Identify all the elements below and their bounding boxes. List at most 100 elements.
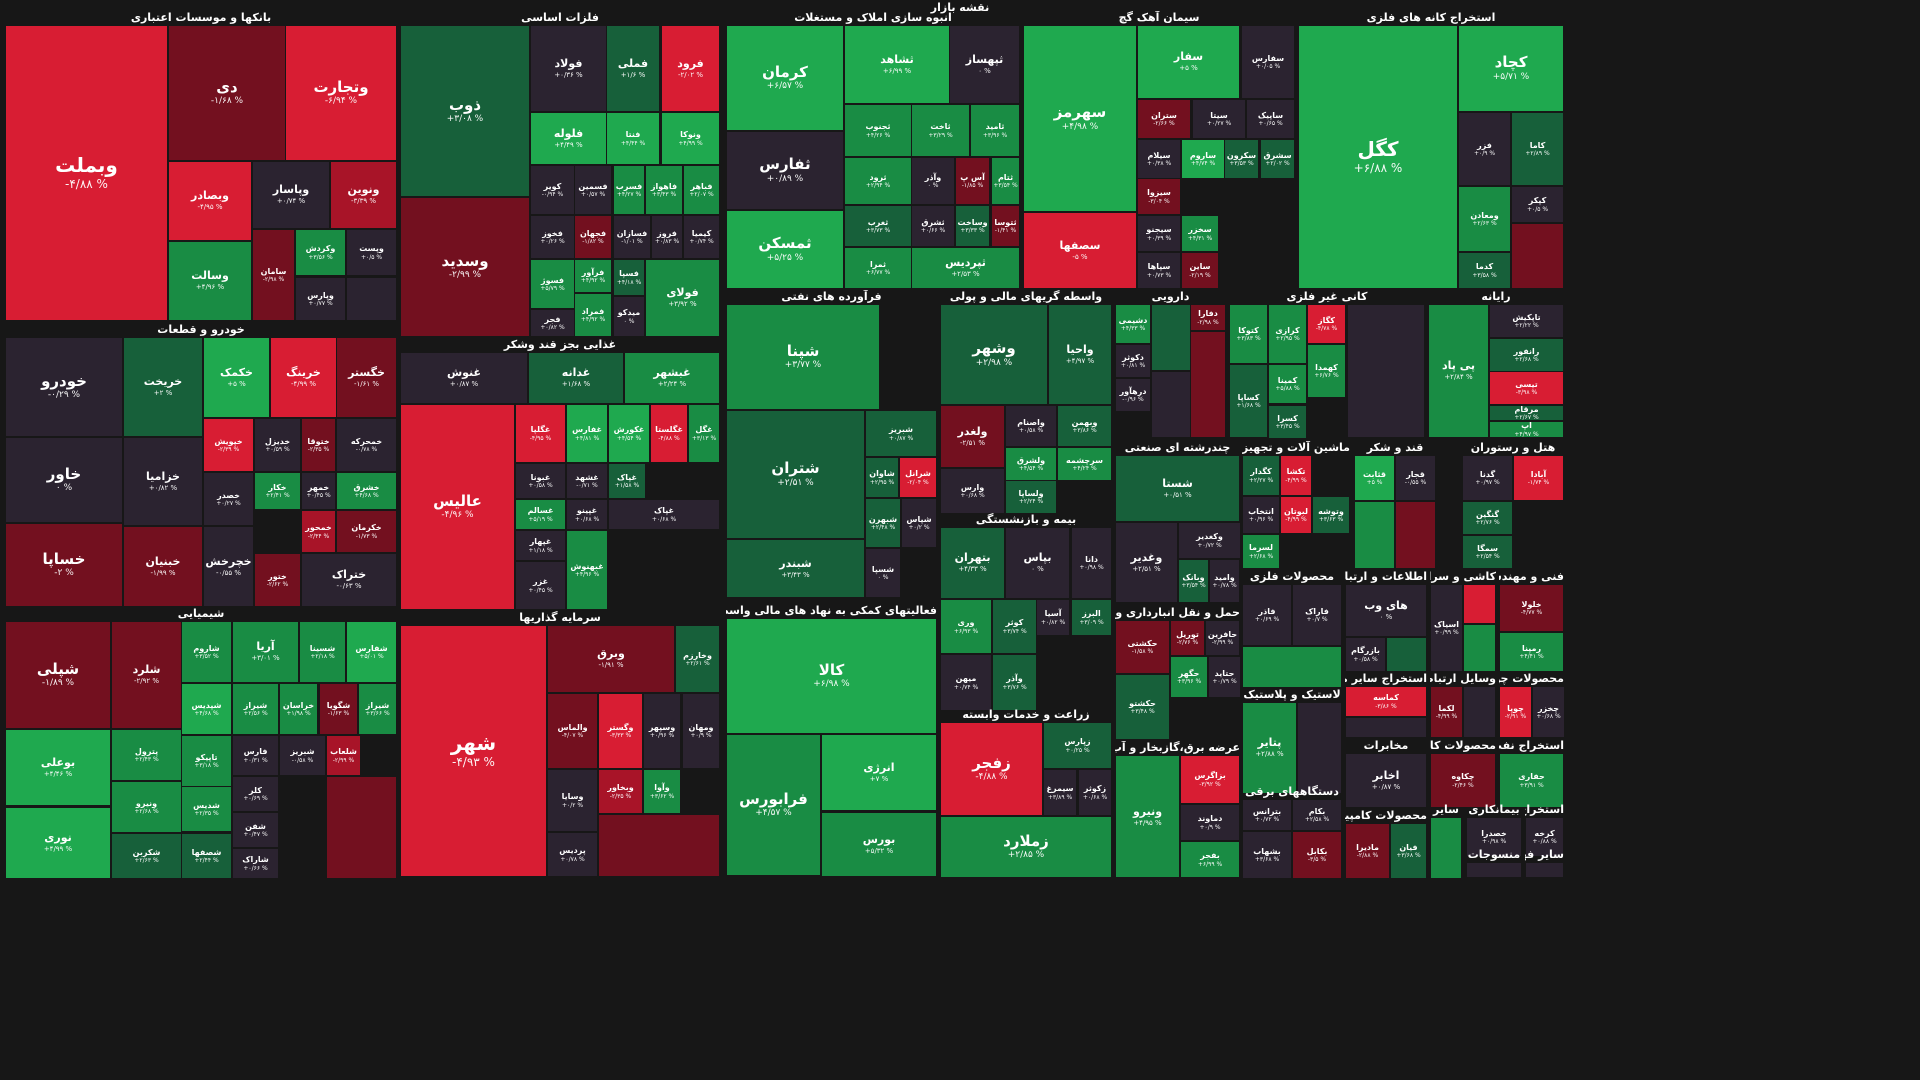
stock-tile-چکاوه[interactable]: چکاوه -۲/۴۶ % [1430,753,1496,808]
stock-tile-خپویش[interactable]: خپویش -۲/۳۹ % [203,418,254,472]
stock-tile-خزامیا[interactable]: خزامیا +۰/۸۲ % [123,437,203,526]
stock-tile-فاراک[interactable]: فاراک +۰/۷ % [1292,584,1342,646]
stock-tile-وآذر[interactable]: وآذر ۰ % [911,157,955,205]
stock-tile-زملارد[interactable]: زملارد +۲/۸۵ % [940,816,1112,878]
stock-tile[interactable] [1395,501,1436,569]
stock-tile-بتهران[interactable]: بتهران +۴/۳۳ % [940,527,1005,599]
stock-tile-گدنا[interactable]: گدنا +۰/۹۷ % [1462,455,1513,501]
stock-tile[interactable] [1430,817,1462,879]
stock-tile-وگستر[interactable]: وگستر -۳/۳۳ % [598,693,643,769]
stock-tile-خرینگ[interactable]: خرینگ -۴/۹۹ % [270,337,337,418]
stock-tile-خدیزل[interactable]: خدیزل +۰/۵۹ % [254,418,301,472]
stock-tile-وتوشه[interactable]: وتوشه +۳/۶۳ % [1312,496,1350,534]
stock-tile-عالیس[interactable]: عالیس -۴/۹۶ % [400,404,515,610]
stock-tile-حگهر[interactable]: حگهر +۳/۹۶ % [1170,656,1208,698]
stock-tile-سخزر[interactable]: سخزر +۴/۳۱ % [1181,215,1219,252]
stock-tile-حکشتو[interactable]: حکشتو +۳/۴۸ % [1115,674,1170,740]
stock-tile[interactable] [1190,331,1226,438]
stock-tile-فمراد[interactable]: فمراد +۴/۹۲ % [574,293,612,337]
stock-tile[interactable] [326,776,397,879]
stock-tile-لسرما[interactable]: لسرما +۲/۶۸ % [1242,534,1280,569]
stock-tile-ساپیک[interactable]: ساپیک +۰/۶۵ % [1246,99,1295,139]
stock-tile-سشرق[interactable]: سشرق +۲/۰۲ % [1260,139,1295,179]
stock-tile-اسیاک[interactable]: اسیاک +۰/۹۹ % [1430,584,1463,672]
stock-tile-کتوکا[interactable]: کتوکا +۳/۸۳ % [1229,304,1268,364]
stock-tile-سپاها[interactable]: سپاها +۰/۷۳ % [1137,252,1181,289]
stock-tile-خودرو[interactable]: خودرو -۰/۲۹ % [5,337,123,437]
stock-tile-کرمان[interactable]: کرمان +۶/۵۷ % [726,25,844,131]
stock-tile-وآوا[interactable]: وآوا +۳/۶۲ % [643,769,681,814]
stock-tile-فسوژ[interactable]: فسوژ +۵/۷۹ % [530,259,575,309]
stock-tile[interactable] [1345,717,1427,738]
stock-tile-ستران[interactable]: ستران -۲/۶۶ % [1137,99,1191,139]
stock-tile-وبرق[interactable]: وبرق -۱/۹۱ % [547,625,675,693]
stock-tile-فخوز[interactable]: فخوز +۰/۲۶ % [530,215,575,259]
stock-tile-غپینو[interactable]: غپینو +۰/۶۸ % [566,499,608,530]
stock-tile-ثامید[interactable]: ثامید +۳/۹۶ % [970,104,1020,157]
stock-tile-شاوان[interactable]: شاوان +۲/۹۵ % [865,457,899,498]
stock-tile-ثاخت[interactable]: ثاخت +۳/۲۹ % [911,104,970,157]
stock-tile-بکام[interactable]: بکام +۲/۵۸ % [1292,799,1342,831]
stock-tile-پترول[interactable]: پترول +۲/۴۳ % [111,729,182,781]
stock-tile-شفارس[interactable]: شفارس +۵/۰۱ % [346,621,397,683]
stock-tile-ذوب[interactable]: ذوب +۳/۰۸ % [400,25,530,197]
stock-tile-وسدید[interactable]: وسدید -۲/۹۹ % [400,197,530,337]
stock-tile-غگلپا[interactable]: غگلپا -۴/۹۵ % [515,404,566,463]
stock-tile-آسیا[interactable]: آسیا +۰/۸۲ % [1036,599,1070,636]
stock-tile-رانفور[interactable]: رانفور +۲/۶۸ % [1489,338,1564,372]
stock-tile-شصفها[interactable]: شصفها +۲/۴۴ % [181,833,232,879]
stock-tile-کمینا[interactable]: کمینا +۵/۸۸ % [1268,364,1307,404]
stock-tile-تکشا[interactable]: تکشا -۴/۹۹ % [1280,455,1312,496]
stock-tile-کگاز[interactable]: کگاز -۴/۷۸ % [1307,304,1346,344]
stock-tile-خراسان[interactable]: خراسان +۱/۹۸ % [279,683,318,735]
stock-tile-تیسی[interactable]: تیسی -۳/۹۸ % [1489,371,1564,405]
stock-tile[interactable] [1463,624,1496,672]
stock-tile-وبملت[interactable]: وبملت -۴/۸۸ % [5,25,168,321]
stock-tile-خاور[interactable]: خاور ۰ % [5,437,123,523]
stock-tile-سمگا[interactable]: سمگا +۲/۵۴ % [1462,535,1513,569]
stock-tile-ثمرا[interactable]: ثمرا +۶/۷۷ % [844,247,912,289]
stock-tile-ثتوسا[interactable]: ثتوسا -۱/۴۱ % [991,205,1020,247]
stock-tile-وپست[interactable]: وپست +۰/۵ % [346,229,397,276]
stock-tile-تاپکیش[interactable]: تاپکیش +۲/۲۲ % [1489,304,1564,338]
stock-tile-فروز[interactable]: فروز +۰/۸۳ % [651,215,683,259]
stock-tile-سصفها[interactable]: سصفها -۵ % [1023,212,1137,289]
stock-tile-کساپا[interactable]: کساپا +۱/۶۸ % [1229,364,1268,438]
stock-tile-وآذر[interactable]: وآذر +۳/۷۶ % [992,654,1037,711]
stock-tile-آریا[interactable]: آریا +۳/۰۱ % [232,621,299,683]
stock-tile-دشیمی[interactable]: دشیمی +۴/۳۳ % [1115,304,1151,344]
stock-tile[interactable] [1386,637,1427,672]
stock-tile-میدکو[interactable]: میدکو ۰ % [613,296,645,337]
stock-tile-ثشرق[interactable]: ثشرق +۰/۶۶ % [911,205,955,247]
stock-tile-ثفارس[interactable]: ثفارس +۰/۸۹ % [726,131,844,210]
stock-tile-ثشاهد[interactable]: ثشاهد +۶/۹۹ % [844,25,950,104]
stock-tile-دکوثر[interactable]: دکوثر +۰/۸۱ % [1115,344,1151,378]
stock-tile-کالا[interactable]: کالا +۶/۹۸ % [726,618,937,734]
stock-tile-فرابورس[interactable]: فرابورس +۴/۵۷ % [726,734,821,876]
stock-tile-وسایا[interactable]: وسایا +۰/۲ % [547,769,598,832]
stock-tile-چخزر[interactable]: چخزر +۰/۶۸ % [1532,686,1565,738]
stock-tile-شیراز[interactable]: شیراز +۲/۵۶ % [232,683,279,735]
stock-tile-انتخاب[interactable]: انتخاب +۰/۹۶ % [1242,496,1280,534]
stock-tile-توریل[interactable]: توریل -۲/۷۶ % [1170,620,1205,656]
stock-tile-حتاید[interactable]: حتاید +۰/۷۹ % [1208,656,1241,698]
stock-tile-خساپا[interactable]: خساپا -۲ % [5,523,123,607]
stock-tile-تاپیکو[interactable]: تاپیکو +۳/۱۸ % [181,735,232,787]
stock-tile-غپاک[interactable]: غپاک +۰/۶۸ % [608,499,720,530]
stock-tile-ومعادن[interactable]: ومعادن +۲/۶۳ % [1458,186,1511,252]
stock-tile-بفجر[interactable]: بفجر +۶/۹۹ % [1180,841,1240,878]
stock-tile-نوری[interactable]: نوری +۴/۹۹ % [5,807,111,879]
stock-tile-شستا[interactable]: شستا +۰/۵۱ % [1115,455,1240,522]
stock-tile-میهن[interactable]: میهن +۰/۷۴ % [940,654,992,711]
stock-tile-کماسه[interactable]: کماسه -۳/۸۶ % [1345,686,1427,717]
stock-tile-آبادا[interactable]: آبادا -۱/۷۴ % [1513,455,1564,501]
stock-tile[interactable] [1354,501,1395,569]
stock-tile-سرچشمه[interactable]: سرچشمه +۴/۲۴ % [1057,447,1112,481]
stock-tile-فجر[interactable]: فجر +۰/۸۲ % [530,309,575,337]
stock-tile-مرقام[interactable]: مرقام +۲/۶۷ % [1489,405,1564,421]
stock-tile-غنوش[interactable]: غنوش +۰/۸۷ % [400,352,528,404]
stock-tile-وخارزم[interactable]: وخارزم +۲/۶۱ % [675,625,720,693]
stock-tile-البرز[interactable]: البرز +۳/۰۹ % [1071,599,1112,636]
stock-tile-وبخاور[interactable]: وبخاور -۲/۳۵ % [598,769,643,814]
stock-tile[interactable] [598,814,720,877]
